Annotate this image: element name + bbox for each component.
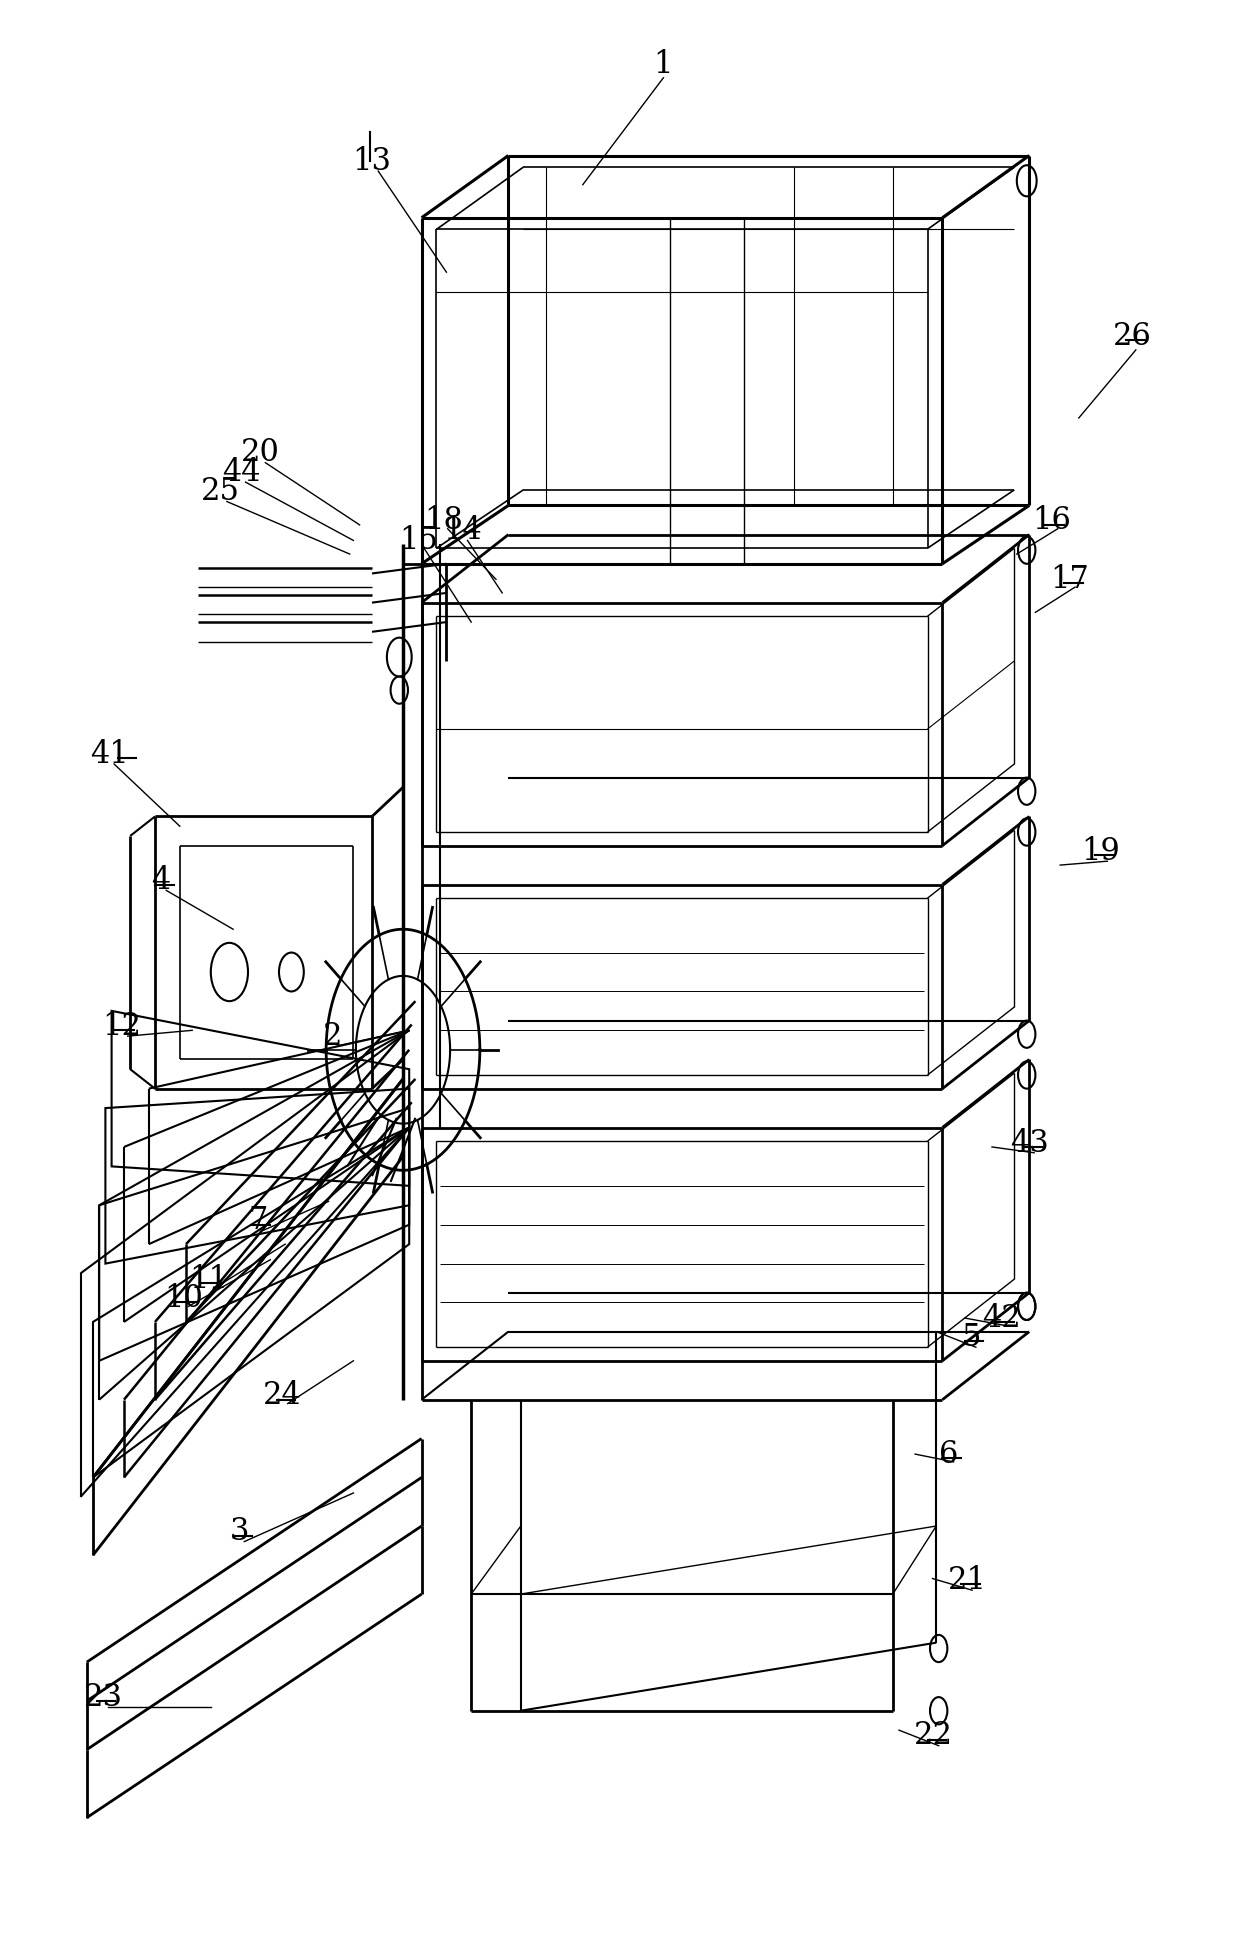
- Text: 19: 19: [1081, 836, 1121, 867]
- Text: 6: 6: [939, 1439, 959, 1470]
- Text: 15: 15: [399, 525, 439, 556]
- Text: 17: 17: [1050, 564, 1090, 595]
- Text: 42: 42: [982, 1302, 1022, 1334]
- Text: 26: 26: [1112, 321, 1152, 352]
- Text: 22: 22: [914, 1720, 954, 1752]
- Text: 13: 13: [352, 146, 392, 177]
- Text: 25: 25: [201, 476, 241, 507]
- Text: 16: 16: [1032, 505, 1071, 537]
- Text: 18: 18: [424, 505, 464, 537]
- Text: 3: 3: [229, 1516, 249, 1547]
- Text: 41: 41: [89, 739, 129, 770]
- Text: 24: 24: [263, 1380, 303, 1411]
- Text: 43: 43: [1009, 1128, 1049, 1159]
- Text: 4: 4: [151, 865, 171, 896]
- Text: 5: 5: [961, 1322, 981, 1353]
- Text: 12: 12: [102, 1011, 141, 1042]
- Text: 2: 2: [322, 1021, 342, 1052]
- Text: 21: 21: [947, 1565, 987, 1596]
- Text: 11: 11: [188, 1264, 228, 1295]
- Text: 20: 20: [241, 437, 280, 469]
- Text: 7: 7: [248, 1205, 268, 1236]
- Text: 14: 14: [443, 515, 482, 546]
- Text: 44: 44: [222, 457, 262, 488]
- Text: 10: 10: [164, 1283, 203, 1314]
- Text: 23: 23: [83, 1682, 123, 1713]
- Text: 1: 1: [653, 49, 673, 80]
